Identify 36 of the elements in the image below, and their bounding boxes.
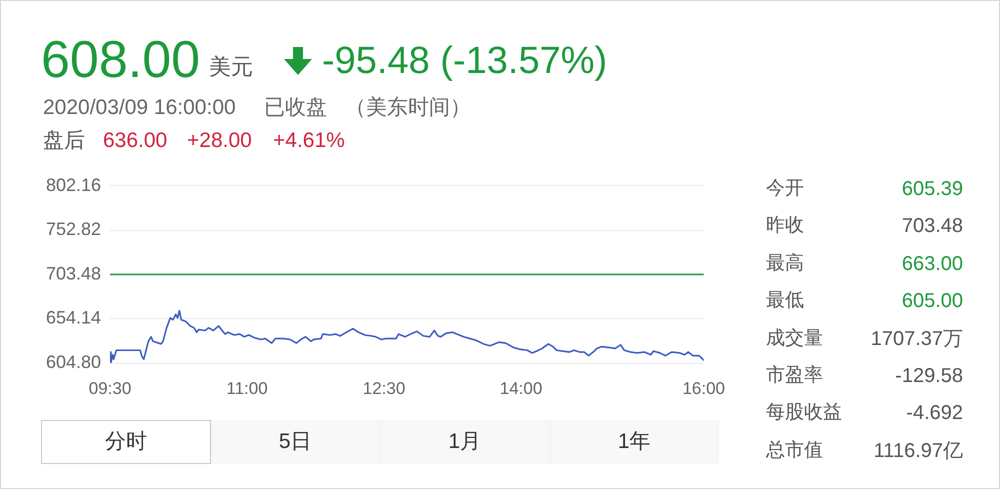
text: 605.00 xyxy=(902,290,963,312)
text: 每股收益 xyxy=(766,402,842,424)
text: 636.00 xyxy=(103,129,168,152)
text: 2020/03/09 16:00:00 xyxy=(43,96,236,119)
text: 最高 xyxy=(766,252,804,274)
text: -129.58 xyxy=(895,365,963,387)
text: -95.48 (-13.57%) xyxy=(322,40,608,82)
y-tick-label: 802.16 xyxy=(46,174,101,195)
text: 605.39 xyxy=(902,178,963,200)
text: +4.61% xyxy=(273,129,345,152)
text: 市盈率 xyxy=(766,365,823,386)
text: 最低 xyxy=(766,290,804,312)
text: 663.00 xyxy=(902,252,963,275)
x-tick-label: 09:30 xyxy=(88,378,132,398)
text: 总市值 xyxy=(766,440,823,461)
text: 608.00 xyxy=(41,31,200,89)
text: 美元 xyxy=(209,54,253,79)
x-tick-label: 14:00 xyxy=(500,378,542,398)
text: 1116.97亿 xyxy=(874,440,963,462)
y-tick-label: 703.48 xyxy=(46,263,101,284)
x-tick-label: 11:00 xyxy=(226,378,268,398)
text: 已收盘 xyxy=(264,96,327,119)
text: 1707.37万 xyxy=(870,328,963,350)
x-tick-label: 12:30 xyxy=(362,378,406,398)
text: 昨收 xyxy=(766,215,804,236)
y-tick-label: 752.82 xyxy=(46,219,101,240)
y-tick-label: 604.80 xyxy=(46,352,101,372)
text: 成交量 xyxy=(766,328,823,349)
x-tick-label: 16:00 xyxy=(682,378,726,398)
text: 今开 xyxy=(766,178,804,199)
y-tick-label: 654.14 xyxy=(46,308,101,328)
text: 盘后 xyxy=(43,129,85,152)
text: 703.48 xyxy=(902,215,963,238)
text: +28.00 xyxy=(187,129,252,152)
text: -4.692 xyxy=(906,402,963,424)
text: （美东时间） xyxy=(345,96,471,119)
